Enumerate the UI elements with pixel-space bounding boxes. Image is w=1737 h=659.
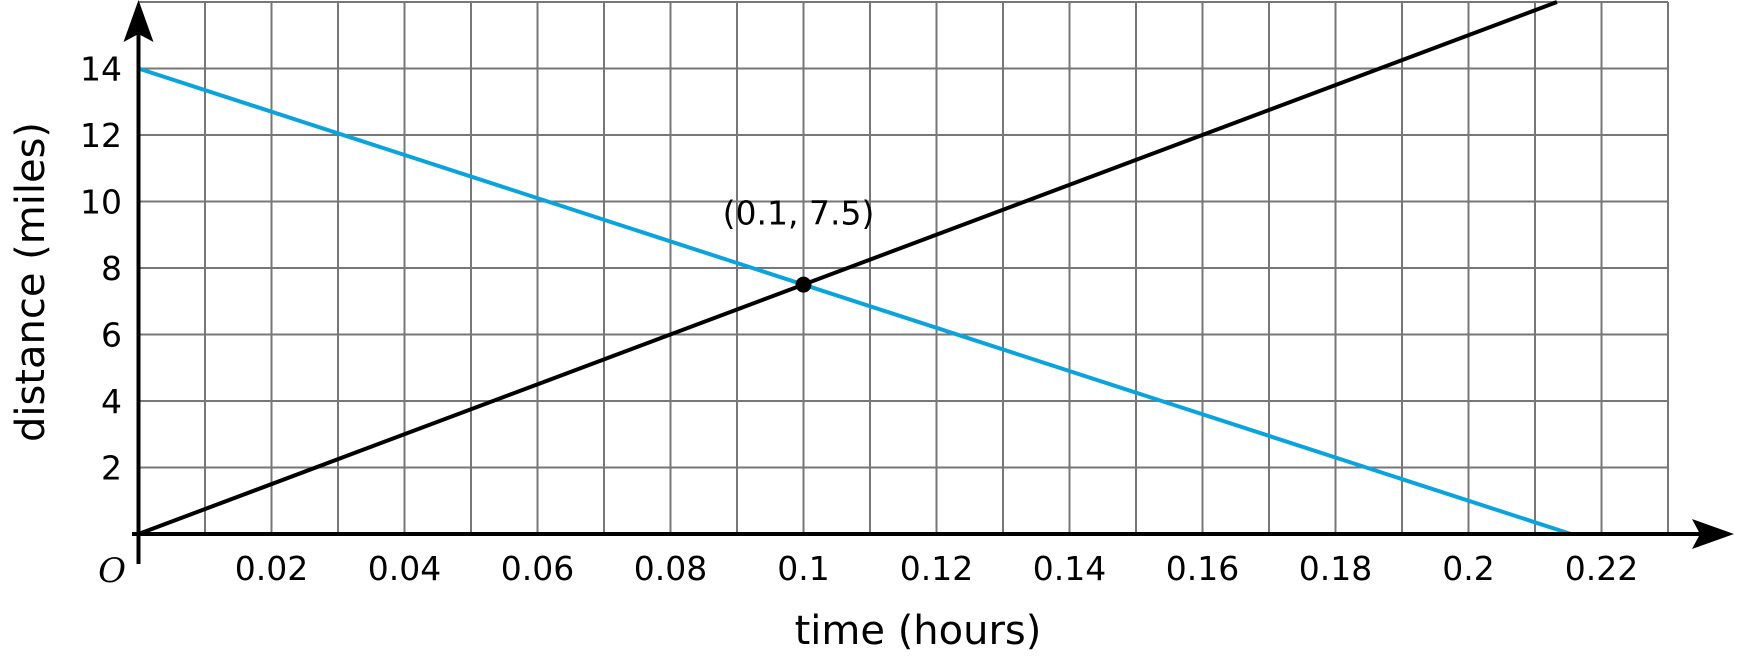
y-tick-label: 12	[80, 116, 122, 155]
x-tick-label: 0.1	[777, 549, 829, 588]
y-axis-label: distance (miles)	[8, 122, 54, 442]
x-tick-label: 0.06	[501, 549, 574, 588]
y-tick-label: 2	[101, 449, 122, 488]
y-tick-label: 14	[80, 50, 122, 89]
y-axis-arrow-icon	[123, 0, 154, 42]
grid	[138, 1, 1669, 534]
x-axis-label: time (hours)	[795, 608, 1042, 654]
y-tick-label: 8	[101, 249, 122, 288]
points-group: (0.1, 7.5)	[723, 194, 875, 293]
x-tick-label: 0.14	[1033, 549, 1106, 588]
x-axis-arrow-icon	[1692, 519, 1734, 549]
series-line-1	[137, 0, 1558, 536]
x-tick-label: 0.22	[1565, 549, 1638, 588]
x-tick-label: 0.12	[900, 549, 973, 588]
axes	[123, 0, 1734, 564]
tick-labels: 0.02 0.04 0.06 0.08 0.1 0.12 0.14 0.16 0.18 0.2 0.…	[80, 50, 1638, 589]
origin-label: O	[98, 551, 126, 591]
y-tick-label: 6	[101, 316, 122, 355]
x-tick-label: 0.02	[235, 549, 308, 588]
series-line-2	[137, 66, 1572, 536]
x-tick-label: 0.08	[634, 549, 707, 588]
x-tick-label: 0.2	[1442, 549, 1494, 588]
x-tick-label: 0.04	[368, 549, 441, 588]
series-group	[137, 0, 1572, 536]
y-tick-label: 4	[101, 382, 122, 421]
x-tick-label: 0.18	[1299, 549, 1372, 588]
x-tick-label: 0.16	[1166, 549, 1239, 588]
intersection-point	[795, 276, 812, 293]
y-tick-label: 10	[80, 183, 122, 222]
point-label: (0.1, 7.5)	[723, 194, 875, 233]
